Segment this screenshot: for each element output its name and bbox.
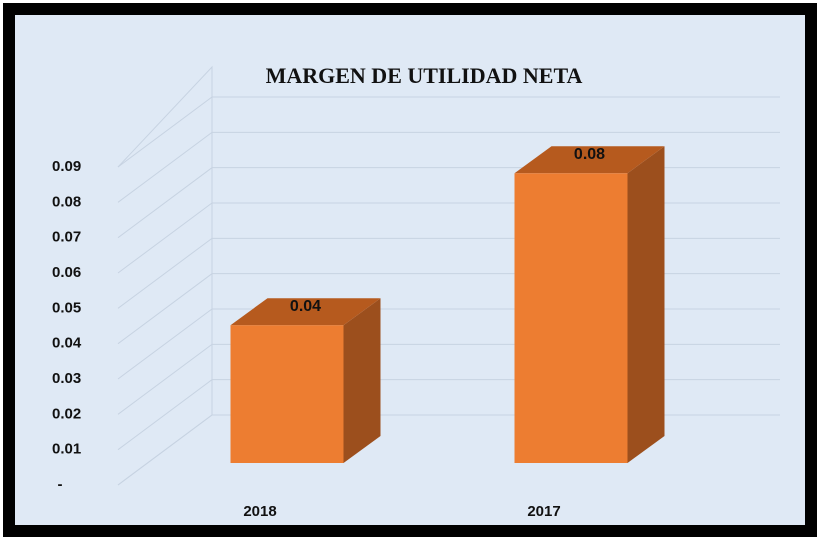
bar-side <box>343 298 381 463</box>
grid-line <box>117 96 780 168</box>
x-tick-label: 2017 <box>527 503 560 520</box>
bar-top <box>230 298 381 326</box>
y-tick-label: 0.02 <box>52 405 81 422</box>
y-tick-label: 0.08 <box>52 193 81 210</box>
bar <box>230 325 344 463</box>
y-tick-label: 0.03 <box>52 370 81 387</box>
bar-top <box>514 146 665 174</box>
chart-title: MARGEN DE UTILIDAD NETA <box>266 63 583 88</box>
y-tick-label: 0.05 <box>52 299 81 316</box>
y-tick-label: 0.09 <box>52 158 81 175</box>
y-tick-label: 0.07 <box>52 229 81 246</box>
x-tick-label: 2018 <box>243 503 276 520</box>
y-tick-label: 0.06 <box>52 264 81 281</box>
data-label: 0.04 <box>290 298 321 315</box>
plot-frame <box>3 3 817 537</box>
grid-line <box>117 131 780 203</box>
y-tick-label: - <box>58 476 63 493</box>
bar-side <box>627 146 665 463</box>
bar <box>514 173 628 463</box>
y-tick-label: 0.04 <box>52 335 82 352</box>
data-label: 0.08 <box>574 146 605 163</box>
y-tick-label: 0.01 <box>52 441 81 458</box>
